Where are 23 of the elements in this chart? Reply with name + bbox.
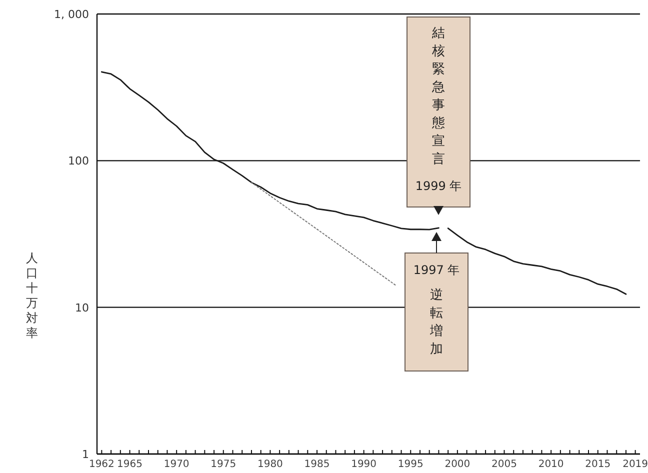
x-tick-label: 2000 xyxy=(444,459,470,470)
x-tick-label: 2005 xyxy=(492,459,517,470)
x-tick-label: 1995 xyxy=(398,459,424,470)
x-tick-label: 1962 xyxy=(88,459,114,470)
y-tick-label: 10 xyxy=(75,301,89,314)
x-tick-label: 2019 xyxy=(622,459,648,470)
x-tick-label: 1980 xyxy=(257,459,283,470)
y-tick-label: 1, 000 xyxy=(54,8,89,21)
x-tick-label: 2015 xyxy=(585,459,611,470)
annotation: 1997 年 xyxy=(413,263,460,277)
annotation: 結核緊急事態宣言 xyxy=(431,26,445,167)
x-tick-label: 1985 xyxy=(304,459,330,470)
y-axis-title: 人口十万対率 xyxy=(26,251,38,340)
annotation: 逆転増加 xyxy=(429,288,443,357)
x-tick-label: 1990 xyxy=(351,459,377,470)
x-tick-label: 1975 xyxy=(210,459,236,470)
x-tick-label: 1965 xyxy=(117,459,142,470)
y-tick-label: 100 xyxy=(68,154,89,168)
y-tick-label: 1 xyxy=(82,448,89,461)
annotation: 1999 年 xyxy=(415,179,462,193)
line-series xyxy=(447,228,627,295)
x-tick-label: 1970 xyxy=(164,459,190,470)
x-tick-label: 2010 xyxy=(538,459,564,470)
